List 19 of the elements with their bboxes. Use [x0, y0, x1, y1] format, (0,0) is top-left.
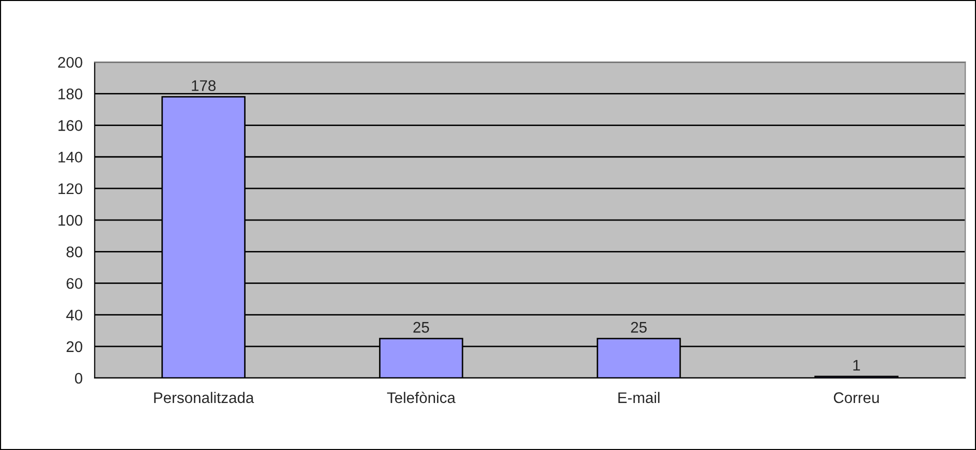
y-tick-label: 0 — [74, 372, 82, 384]
y-tick-label: 200 — [58, 56, 82, 68]
y-tick-label: 80 — [66, 246, 82, 258]
y-tick-label: 180 — [58, 88, 82, 100]
y-tick-label: 120 — [58, 183, 82, 194]
y-tick-label: 100 — [58, 214, 82, 226]
x-tick-label: Correu — [834, 392, 879, 404]
y-tick-label: 160 — [58, 120, 82, 131]
y-tick-label: 20 — [66, 341, 82, 352]
y-tick-label: 60 — [66, 278, 82, 289]
data-label: 25 — [631, 322, 647, 333]
x-tick-label: Telefònica — [387, 392, 456, 404]
data-label: 1 — [853, 360, 860, 370]
x-tick-label: E-mail — [618, 392, 660, 404]
x-tick-label: Personalitzada — [154, 392, 254, 404]
data-label: 25 — [413, 322, 429, 333]
y-tick-label: 40 — [66, 310, 82, 321]
data-label: 178 — [192, 80, 216, 92]
y-tick-label: 140 — [58, 152, 82, 163]
